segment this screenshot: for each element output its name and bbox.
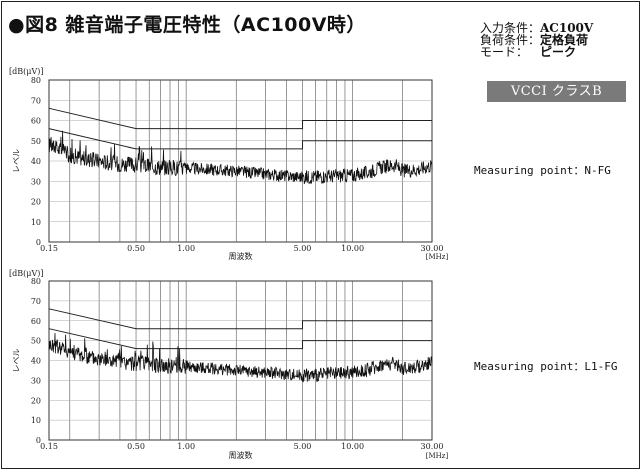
condition-value: AC100V (540, 21, 594, 35)
condition-row: モード： ピーク (480, 46, 593, 58)
vcci-class-badge: VCCI クラスB (487, 81, 626, 102)
conditions-block: 入力条件： AC100V 負荷条件： 定格負荷 モード： ピーク (480, 22, 593, 58)
condition-key: モード： (480, 45, 529, 59)
figure-title: ●図8 雑音端子電圧特性（AC100V時） (8, 14, 366, 36)
condition-row: 負荷条件： 定格負荷 (480, 34, 593, 46)
condition-key: 負荷条件： (480, 33, 541, 47)
condition-value: ピーク (540, 45, 577, 59)
condition-value: 定格負荷 (540, 33, 589, 47)
measuring-point-label: Measuring point：L1-FG (474, 360, 618, 373)
measuring-point-label: Measuring point：N-FG (474, 164, 611, 177)
condition-key: 入力条件： (480, 21, 541, 35)
condition-row: 入力条件： AC100V (480, 22, 593, 34)
